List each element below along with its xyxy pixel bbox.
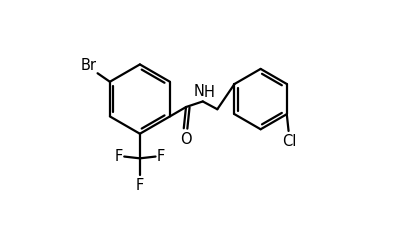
- Text: O: O: [180, 132, 192, 147]
- Text: F: F: [136, 178, 144, 193]
- Text: N: N: [193, 84, 204, 99]
- Text: H: H: [203, 85, 214, 100]
- Text: F: F: [157, 149, 165, 164]
- Text: Br: Br: [81, 58, 96, 73]
- Text: F: F: [115, 149, 123, 164]
- Text: Cl: Cl: [282, 134, 296, 149]
